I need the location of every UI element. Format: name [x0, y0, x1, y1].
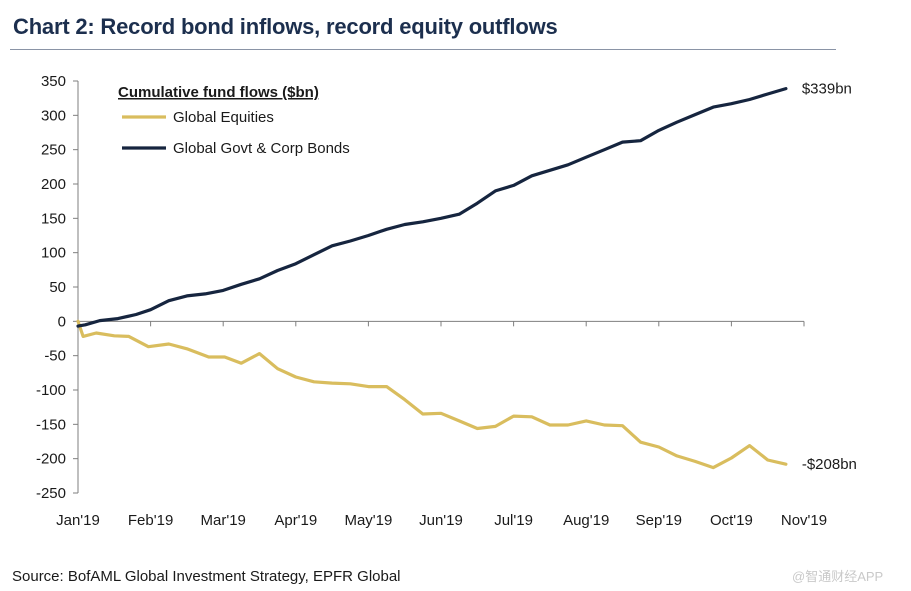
y-tick-label: -100: [36, 382, 66, 399]
x-tick-label: Feb'19: [128, 512, 173, 529]
x-tick-label: Apr'19: [274, 512, 317, 529]
series-end-label: -$208bn: [802, 456, 857, 473]
y-tick-label: -200: [36, 451, 66, 468]
y-tick-label: 350: [41, 73, 66, 90]
watermark: @智通财经APP: [792, 566, 883, 585]
y-tick-label: 150: [41, 210, 66, 227]
legend: Cumulative fund flows ($bn) Global Equiti…: [118, 84, 350, 157]
x-tick-label: Mar'19: [201, 512, 246, 529]
line-chart: 350 300 250 200 150 100 50 0 -50 -100 -150 -200 -250…: [0, 0, 911, 591]
y-tick-label: 200: [41, 176, 66, 193]
chart-axes: 350 300 250 200 150 100 50 0 -50 -100 -150 -200 -250…: [36, 73, 827, 529]
y-tick-label: -50: [44, 348, 66, 365]
y-tick-label: -250: [36, 485, 66, 502]
y-tick-label: 0: [58, 313, 66, 330]
y-tick-label: 300: [41, 107, 66, 124]
y-tick-label: 50: [49, 279, 66, 296]
x-tick-label: Oct'19: [710, 512, 753, 529]
series-line-global-equities: [78, 321, 786, 467]
x-tick-label: May'19: [344, 512, 392, 529]
y-tick-label: -150: [36, 416, 66, 433]
y-tick-label: 250: [41, 142, 66, 159]
y-tick-label: 100: [41, 245, 66, 262]
legend-label: Global Govt & Corp Bonds: [173, 140, 350, 157]
legend-label: Global Equities: [173, 109, 274, 126]
x-tick-label: Nov'19: [781, 512, 827, 529]
x-tick-label: Jul'19: [494, 512, 533, 529]
series-end-label: $339bn: [802, 81, 852, 98]
legend-title: Cumulative fund flows ($bn): [118, 84, 319, 101]
x-tick-label: Jan'19: [56, 512, 100, 529]
x-tick-label: Jun'19: [419, 512, 463, 529]
x-tick-label: Aug'19: [563, 512, 609, 529]
source-note: Source: BofAML Global Investment Strateg…: [12, 568, 401, 585]
x-tick-label: Sep'19: [636, 512, 682, 529]
